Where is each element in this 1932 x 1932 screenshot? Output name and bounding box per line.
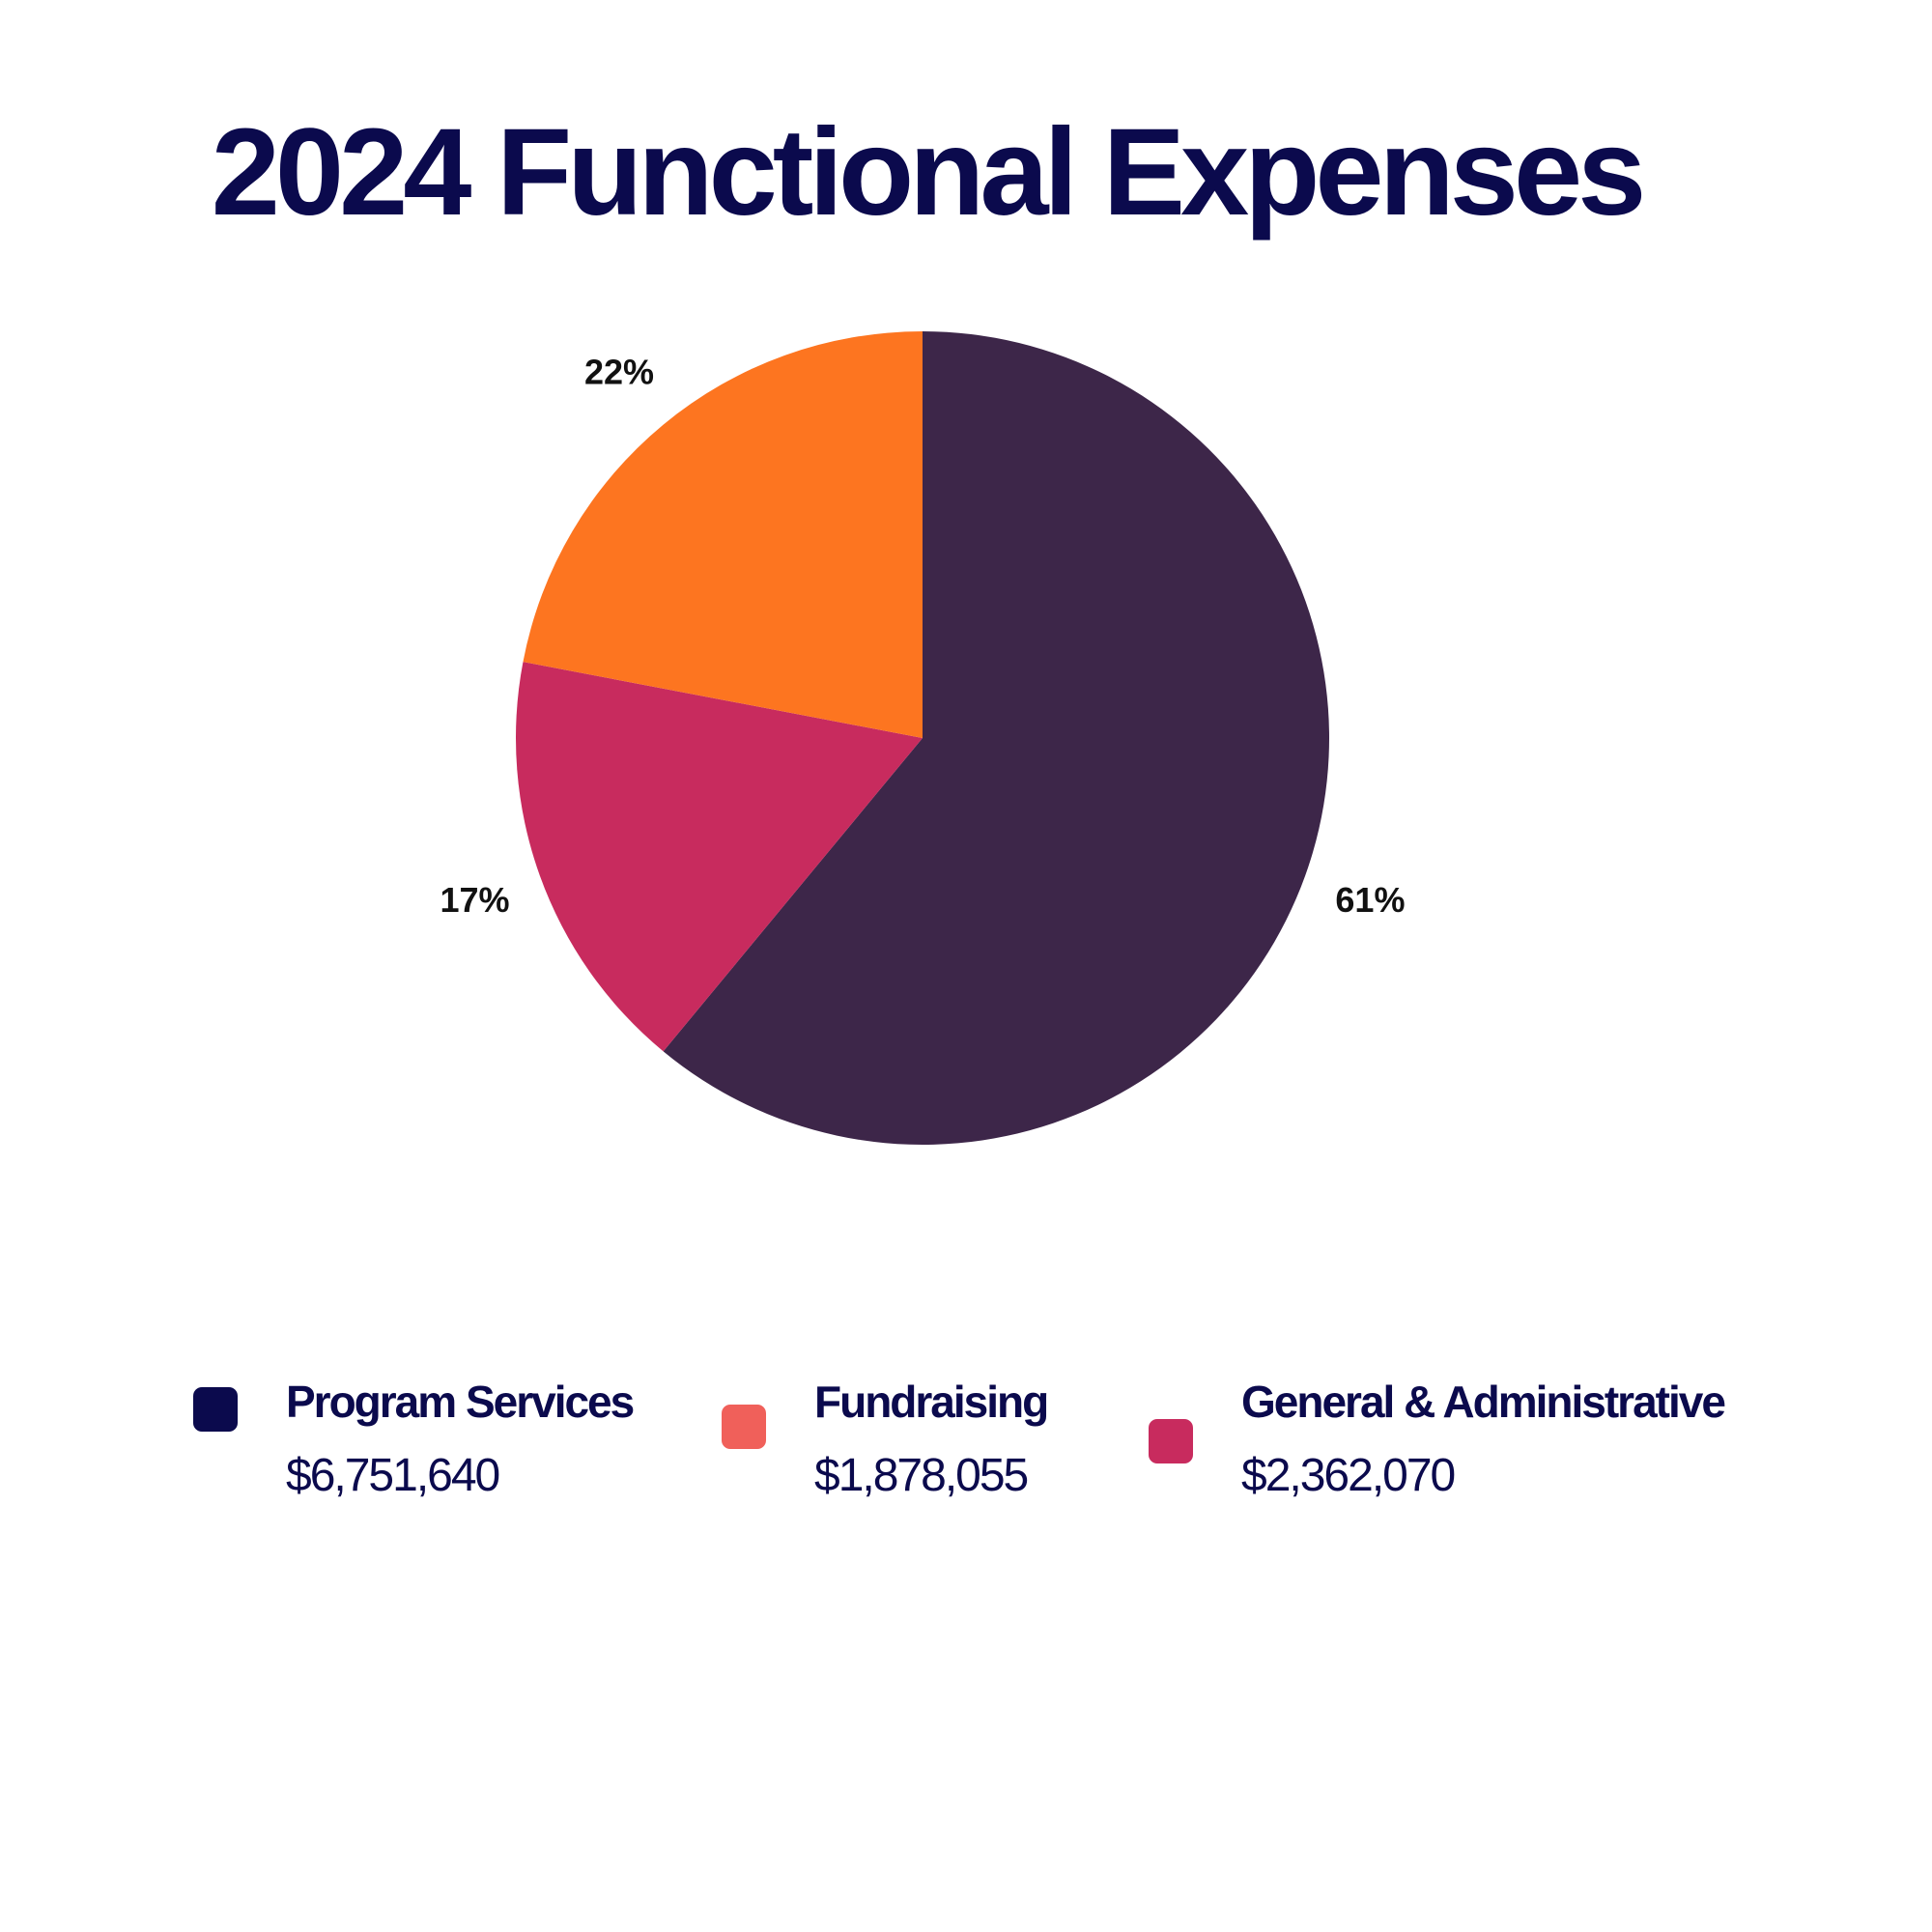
- slice-label: 61%: [1335, 880, 1405, 920]
- legend-label: General & Administrative: [1241, 1377, 1726, 1427]
- legend-amount: $1,878,055: [814, 1450, 1029, 1501]
- slice-label: 22%: [584, 352, 654, 391]
- legend-swatch: [193, 1387, 238, 1432]
- slice-label: 17%: [440, 880, 510, 920]
- legend-label: Program Services: [286, 1377, 635, 1427]
- pie-slice: [516, 662, 923, 1052]
- legend-label: Fundraising: [814, 1377, 1049, 1427]
- legend-swatch: [722, 1405, 766, 1449]
- pie-slice: [523, 331, 923, 738]
- legend-amount: $6,751,640: [286, 1450, 500, 1501]
- legend-amount: $2,362,070: [1241, 1450, 1456, 1501]
- pie-slice: [663, 331, 1329, 1145]
- chart-title: 2024 Functional Expenses: [211, 103, 1647, 242]
- legend-swatch: [1149, 1419, 1193, 1463]
